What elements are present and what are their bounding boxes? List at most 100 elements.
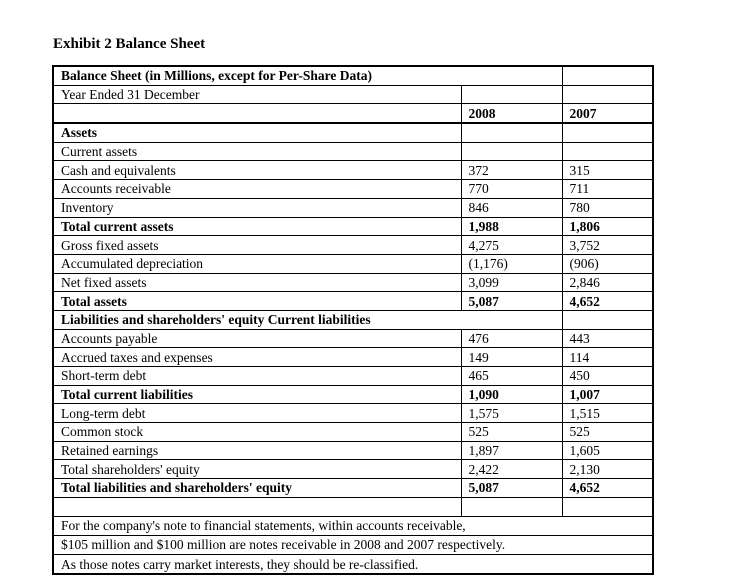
empty-cell <box>561 65 654 86</box>
value-2007: 711 <box>561 179 654 199</box>
value-2008: 1,897 <box>460 440 563 461</box>
table-title-cell: Balance Sheet (in Millions, except for P… <box>52 65 563 86</box>
row-total-current-liabilities: Total current liabilities 1,090 1,007 <box>52 384 654 405</box>
empty-cell <box>561 84 654 105</box>
row-retained-earnings: Retained earnings 1,897 1,605 <box>52 440 654 461</box>
row-label: Total current liabilities <box>52 384 462 405</box>
row-label: Inventory <box>52 197 462 218</box>
value-2007: 2,846 <box>561 272 654 293</box>
value-2007: 780 <box>561 197 654 218</box>
row-label: Total shareholders' equity <box>52 459 462 480</box>
row-accrued-taxes-and-expenses: Accrued taxes and expenses 149 114 <box>52 347 654 367</box>
table-subtitle-cell: Year Ended 31 December <box>52 84 462 105</box>
footnote-row: For the company's note to financial stat… <box>52 515 654 536</box>
footnote-line-1: For the company's note to financial stat… <box>52 515 654 536</box>
value-2008: 2,422 <box>460 459 563 480</box>
row-label: Retained earnings <box>52 440 462 461</box>
value-2007: 525 <box>561 422 654 442</box>
column-header-2007: 2007 <box>561 103 654 125</box>
row-long-term-debt: Long-term debt 1,575 1,515 <box>52 403 654 424</box>
empty-cell <box>460 496 563 517</box>
value-2008: 476 <box>460 328 563 349</box>
row-total-shareholders-equity: Total shareholders' equity 2,422 2,130 <box>52 459 654 480</box>
footnote-row: As those notes carry market interests, t… <box>52 554 654 575</box>
value-2007: 2,130 <box>561 459 654 480</box>
row-total-current-assets: Total current assets 1,988 1,806 <box>52 216 654 237</box>
row-label: Common stock <box>52 422 462 442</box>
value-2008: 770 <box>460 179 563 199</box>
row-label: Liabilities and shareholders' equity Cur… <box>52 309 563 330</box>
footnote-line-2: $105 million and $100 million are notes … <box>52 534 654 556</box>
row-common-stock: Common stock 525 525 <box>52 422 654 442</box>
value-2007: 1,806 <box>561 216 654 237</box>
row-inventory: Inventory 846 780 <box>52 197 654 218</box>
row-current-assets: Current assets <box>52 141 654 162</box>
value-2008: (1,176) <box>460 253 563 274</box>
value-2007: 1,605 <box>561 440 654 461</box>
value-2008: 3,099 <box>460 272 563 293</box>
row-label: Current assets <box>52 141 462 162</box>
row-short-term-debt: Short-term debt 465 450 <box>52 366 654 386</box>
value-2008 <box>460 122 563 143</box>
value-2008: 465 <box>460 366 563 386</box>
row-label: Assets <box>52 122 462 143</box>
balance-sheet-table: Balance Sheet (in Millions, except for P… <box>52 65 655 576</box>
column-header-row: 2008 2007 <box>52 103 654 125</box>
value-2008: 372 <box>460 160 563 181</box>
row-accounts-payable: Accounts payable 476 443 <box>52 328 654 349</box>
value-2008: 4,275 <box>460 235 563 255</box>
row-gross-fixed-assets: Gross fixed assets 4,275 3,752 <box>52 235 654 255</box>
empty-cell <box>561 496 654 517</box>
value-2007 <box>561 309 654 330</box>
value-2007: 1,007 <box>561 384 654 405</box>
value-2007: 443 <box>561 328 654 349</box>
row-label: Accumulated depreciation <box>52 253 462 274</box>
row-net-fixed-assets: Net fixed assets 3,099 2,846 <box>52 272 654 293</box>
value-2007: (906) <box>561 253 654 274</box>
row-total-assets: Total assets 5,087 4,652 <box>52 291 654 311</box>
value-2008: 149 <box>460 347 563 367</box>
value-2007 <box>561 141 654 162</box>
row-label: Short-term debt <box>52 366 462 386</box>
row-cash-and-equivalents: Cash and equivalents 372 315 <box>52 160 654 181</box>
value-2008: 525 <box>460 422 563 442</box>
row-label: Long-term debt <box>52 403 462 424</box>
table-title-row: Balance Sheet (in Millions, except for P… <box>52 65 654 86</box>
value-2007: 4,652 <box>561 291 654 311</box>
empty-cell <box>52 103 462 125</box>
value-2008: 1,988 <box>460 216 563 237</box>
value-2007: 4,652 <box>561 478 654 498</box>
table-subtitle-row: Year Ended 31 December <box>52 84 654 105</box>
empty-cell <box>460 84 563 105</box>
value-2008: 1,575 <box>460 403 563 424</box>
row-assets-section: Assets <box>52 122 654 143</box>
row-label: Total assets <box>52 291 462 311</box>
value-2007: 1,515 <box>561 403 654 424</box>
value-2007: 114 <box>561 347 654 367</box>
page-title: Exhibit 2 Balance Sheet <box>53 36 206 52</box>
row-label: Net fixed assets <box>52 272 462 293</box>
value-2007: 3,752 <box>561 235 654 255</box>
value-2007 <box>561 122 654 143</box>
row-accumulated-depreciation: Accumulated depreciation (1,176) (906) <box>52 253 654 274</box>
row-accounts-receivable: Accounts receivable 770 711 <box>52 179 654 199</box>
spacer-row <box>52 496 654 517</box>
value-2008: 846 <box>460 197 563 218</box>
column-header-2008: 2008 <box>460 103 563 125</box>
value-2008: 5,087 <box>460 478 563 498</box>
value-2008: 1,090 <box>460 384 563 405</box>
row-label: Total liabilities and shareholders' equi… <box>52 478 462 498</box>
row-label: Accounts receivable <box>52 179 462 199</box>
row-total-liabilities-and-shareholders-equity: Total liabilities and shareholders' equi… <box>52 478 654 498</box>
row-label: Accounts payable <box>52 328 462 349</box>
row-label: Gross fixed assets <box>52 235 462 255</box>
row-label: Total current assets <box>52 216 462 237</box>
value-2007: 450 <box>561 366 654 386</box>
row-label: Accrued taxes and expenses <box>52 347 462 367</box>
row-label: Cash and equivalents <box>52 160 462 181</box>
empty-cell <box>52 496 462 517</box>
value-2008 <box>460 141 563 162</box>
row-liabilities-section: Liabilities and shareholders' equity Cur… <box>52 309 654 330</box>
footnote-row: $105 million and $100 million are notes … <box>52 534 654 556</box>
